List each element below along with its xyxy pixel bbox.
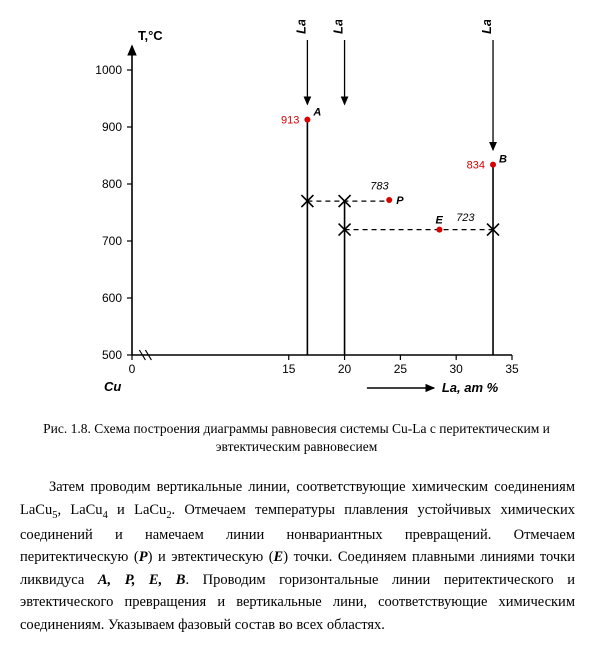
svg-text:1000: 1000 [95, 63, 122, 77]
svg-text:900: 900 [101, 120, 121, 134]
svg-text:913: 913 [281, 115, 299, 127]
svg-text:Cu: Cu [104, 379, 121, 394]
svg-text:600: 600 [101, 291, 121, 305]
caption-prefix: Рис. 1.8. [43, 421, 94, 436]
svg-text:E: E [435, 215, 443, 227]
body-paragraph: Затем проводим вертикальные линии, соотв… [20, 476, 575, 636]
svg-text:LaCu₄: LaCu₄ [330, 20, 345, 34]
svg-text:30: 30 [449, 362, 463, 376]
svg-text:834: 834 [466, 160, 484, 172]
svg-text:La, ат %: La, ат % [441, 380, 498, 395]
svg-text:P: P [396, 195, 404, 207]
svg-text:0: 0 [128, 362, 135, 376]
svg-text:A: A [312, 107, 321, 119]
svg-text:B: B [499, 154, 507, 166]
svg-text:723: 723 [456, 212, 475, 224]
phase-diagram-chart: 500 600 700 800 900 1000 T,°C 0 15 20 25 30 35 Cu La, … [62, 20, 532, 410]
svg-text:25: 25 [393, 362, 407, 376]
svg-text:15: 15 [282, 362, 296, 376]
svg-text:LaCu₂: LaCu₂ [479, 20, 494, 34]
svg-text:35: 35 [505, 362, 519, 376]
svg-text:LaCu₅: LaCu₅ [293, 20, 308, 34]
figure-caption: Рис. 1.8. Схема построения диаграммы рав… [27, 420, 567, 456]
svg-text:20: 20 [337, 362, 351, 376]
caption-text: Схема построения диаграммы равновесия си… [94, 421, 550, 454]
svg-text:700: 700 [101, 234, 121, 248]
svg-text:T,°C: T,°C [138, 28, 163, 43]
svg-text:500: 500 [101, 348, 121, 362]
svg-text:800: 800 [101, 177, 121, 191]
svg-text:783: 783 [370, 181, 389, 193]
